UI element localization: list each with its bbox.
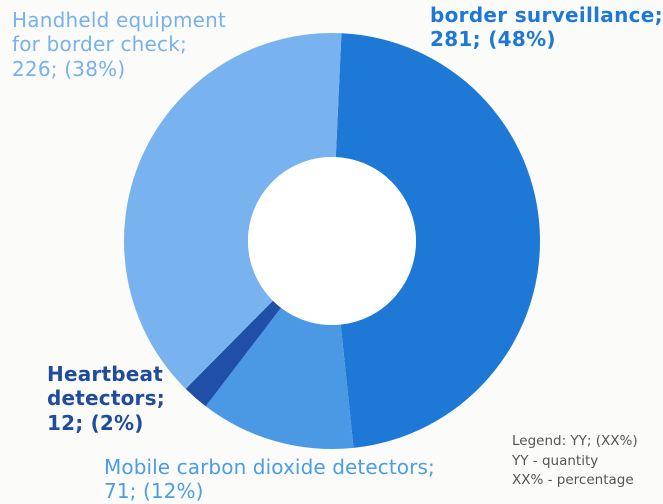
donut-hole <box>248 157 416 325</box>
slice-label-heartbeat-detectors: Heartbeat detectors; 12; (2%) <box>47 362 165 435</box>
donut-slice-handheld <box>123 32 342 389</box>
slice-label-mobile-co2-detectors-line-1: Mobile carbon dioxide detectors; <box>104 455 435 479</box>
slice-label-handheld-equipment-line-2: for border check; <box>12 32 187 57</box>
donut-slice-border <box>335 33 541 448</box>
slice-label-border-surveillance-line-1: border surveillance; <box>430 3 663 27</box>
legend-note: Legend: YY; (XX%) YY - quantity XX% - pe… <box>512 432 638 491</box>
donut-slice-co2 <box>205 307 354 449</box>
slice-label-heartbeat-detectors-line-1: Heartbeat <box>47 362 163 386</box>
legend-line-format: Legend: YY; (XX%) <box>512 433 638 449</box>
donut-slice-heartbeat <box>185 300 281 407</box>
slice-label-mobile-co2-detectors: Mobile carbon dioxide detectors; 71; (12… <box>104 455 435 504</box>
slice-label-mobile-co2-detectors-line-2: 71; (12%) <box>104 479 204 504</box>
slice-label-handheld-equipment: Handheld equipment for border check; 226… <box>12 8 226 81</box>
slice-label-border-surveillance: border surveillance; 281; (48%) <box>430 3 663 52</box>
slice-label-handheld-equipment-line-1: Handheld equipment <box>12 8 227 32</box>
slice-label-heartbeat-detectors-line-2: detectors; <box>47 386 165 411</box>
legend-line-percentage: XX% - percentage <box>512 472 634 489</box>
legend-line-quantity: YY - quantity <box>512 452 599 469</box>
donut-slices <box>123 32 541 449</box>
slice-label-heartbeat-detectors-line-3: 12; (2%) <box>47 410 144 435</box>
slice-label-handheld-equipment-line-3: 226; (38%) <box>12 56 126 81</box>
slice-label-border-surveillance-line-2: 281; (48%) <box>430 27 556 52</box>
